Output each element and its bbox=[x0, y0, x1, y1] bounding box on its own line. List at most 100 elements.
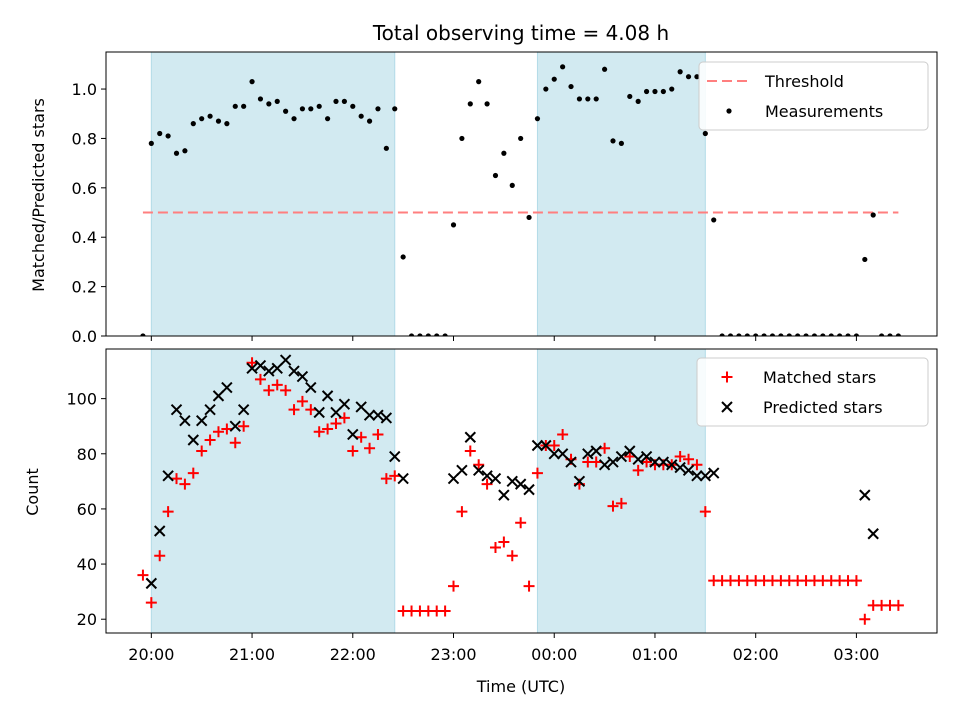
matched-star-point bbox=[338, 412, 350, 424]
measurement-point bbox=[526, 214, 532, 221]
predicted-star-point bbox=[464, 431, 477, 443]
predicted-star-point bbox=[649, 456, 661, 468]
measurement-point bbox=[459, 135, 465, 142]
matched-star-point bbox=[296, 395, 308, 407]
matched-star-point bbox=[271, 379, 283, 391]
matched-star-point bbox=[892, 599, 904, 611]
predicted-star-point bbox=[699, 470, 712, 482]
matched-star-point bbox=[154, 550, 166, 562]
top-plot-area bbox=[140, 64, 901, 336]
measurement-point bbox=[560, 64, 566, 70]
top-shaded-interval-1 bbox=[150, 51, 396, 337]
measurement-point bbox=[837, 333, 843, 336]
bottom-y-tick-label: 60 bbox=[77, 500, 97, 519]
matched-star-point bbox=[557, 428, 569, 440]
measurement-point bbox=[274, 98, 280, 104]
matched-star-point bbox=[229, 437, 241, 449]
measurement-point bbox=[660, 88, 666, 95]
matched-star-point bbox=[590, 456, 602, 468]
bottom-shaded-interval-2 bbox=[536, 348, 706, 634]
measurement-point bbox=[828, 333, 834, 336]
predicted-star-point bbox=[221, 381, 233, 394]
measurement-point bbox=[392, 106, 398, 112]
matched-star-point bbox=[171, 473, 183, 485]
predicted-star-point bbox=[867, 528, 879, 540]
predicted-star-point bbox=[254, 359, 267, 372]
predicted-star-point bbox=[363, 409, 376, 421]
legend-swatch-measurements bbox=[726, 108, 732, 114]
predicted-star-point bbox=[145, 577, 158, 590]
measurement-point bbox=[551, 76, 557, 82]
measurement-point bbox=[853, 333, 860, 336]
bottom-series-predicted-stars bbox=[145, 354, 879, 590]
matched-star-point bbox=[456, 506, 468, 518]
measurement-point bbox=[694, 74, 700, 80]
matched-star-point bbox=[464, 445, 476, 457]
matched-star-point bbox=[506, 550, 518, 562]
predicted-star-point bbox=[674, 461, 686, 474]
x-tick-label: 00:00 bbox=[531, 645, 577, 664]
matched-star-point bbox=[523, 580, 535, 592]
matched-star-point bbox=[674, 451, 686, 463]
predicted-star-point bbox=[187, 434, 200, 446]
x-tick-label: 01:00 bbox=[632, 645, 678, 664]
predicted-star-point bbox=[691, 470, 703, 482]
measurement-point bbox=[408, 333, 415, 336]
measurement-point bbox=[509, 182, 515, 188]
x-tick-label: 20:00 bbox=[128, 645, 174, 664]
predicted-star-point bbox=[506, 475, 518, 488]
matched-star-point bbox=[380, 473, 392, 485]
matched-star-point bbox=[179, 478, 191, 490]
matched-star-point bbox=[607, 500, 619, 512]
matched-star-point bbox=[448, 580, 460, 592]
predicted-star-point bbox=[523, 483, 535, 496]
matched-star-point bbox=[548, 440, 560, 452]
measurement-point bbox=[308, 106, 314, 112]
measurement-point bbox=[845, 333, 851, 336]
matched-star-point bbox=[372, 428, 384, 440]
measurement-point bbox=[316, 103, 322, 109]
measurement-point bbox=[383, 145, 389, 151]
predicted-star-point bbox=[489, 472, 502, 485]
measurement-point bbox=[450, 222, 457, 228]
bottom-shaded-interval-1 bbox=[150, 348, 396, 634]
measurement-point bbox=[602, 66, 608, 72]
matched-star-point bbox=[246, 357, 258, 369]
measurement-point bbox=[224, 121, 230, 127]
predicted-star-point bbox=[263, 365, 275, 377]
matched-star-point bbox=[498, 536, 510, 548]
measurement-point bbox=[761, 333, 767, 336]
predicted-star-point bbox=[179, 414, 191, 427]
matched-star-point bbox=[187, 467, 199, 479]
predicted-star-point bbox=[154, 525, 166, 537]
matched-star-point bbox=[204, 434, 216, 446]
measurement-point bbox=[417, 333, 423, 336]
measurement-point bbox=[375, 106, 381, 112]
measurement-point bbox=[652, 88, 658, 95]
top-shaded-interval-2 bbox=[536, 51, 706, 337]
matched-star-point bbox=[288, 404, 300, 416]
bottom-y-tick-label: 100 bbox=[66, 390, 97, 409]
measurement-point bbox=[257, 96, 264, 102]
measurement-point bbox=[534, 116, 541, 122]
matched-star-point bbox=[263, 384, 275, 396]
matched-star-point bbox=[305, 404, 317, 416]
x-tick-label: 03:00 bbox=[833, 645, 879, 664]
measurement-point bbox=[182, 148, 188, 154]
top-y-tick-label: 0.2 bbox=[72, 278, 97, 297]
top-y-tick-label: 0.6 bbox=[72, 179, 97, 198]
measurement-point bbox=[635, 98, 641, 104]
measurement-point bbox=[677, 69, 683, 75]
measurement-point bbox=[476, 79, 482, 85]
matched-star-point bbox=[632, 464, 644, 476]
matched-star-point bbox=[280, 384, 292, 396]
legend-label-threshold: Threshold bbox=[764, 72, 844, 91]
matched-star-point bbox=[364, 442, 376, 454]
predicted-star-point bbox=[590, 445, 602, 457]
predicted-star-point bbox=[296, 370, 309, 383]
x-tick-label: 22:00 bbox=[330, 645, 376, 664]
measurement-point bbox=[518, 135, 524, 142]
measurement-point bbox=[753, 333, 759, 336]
matched-star-point bbox=[615, 497, 627, 509]
matched-star-point bbox=[699, 506, 711, 518]
